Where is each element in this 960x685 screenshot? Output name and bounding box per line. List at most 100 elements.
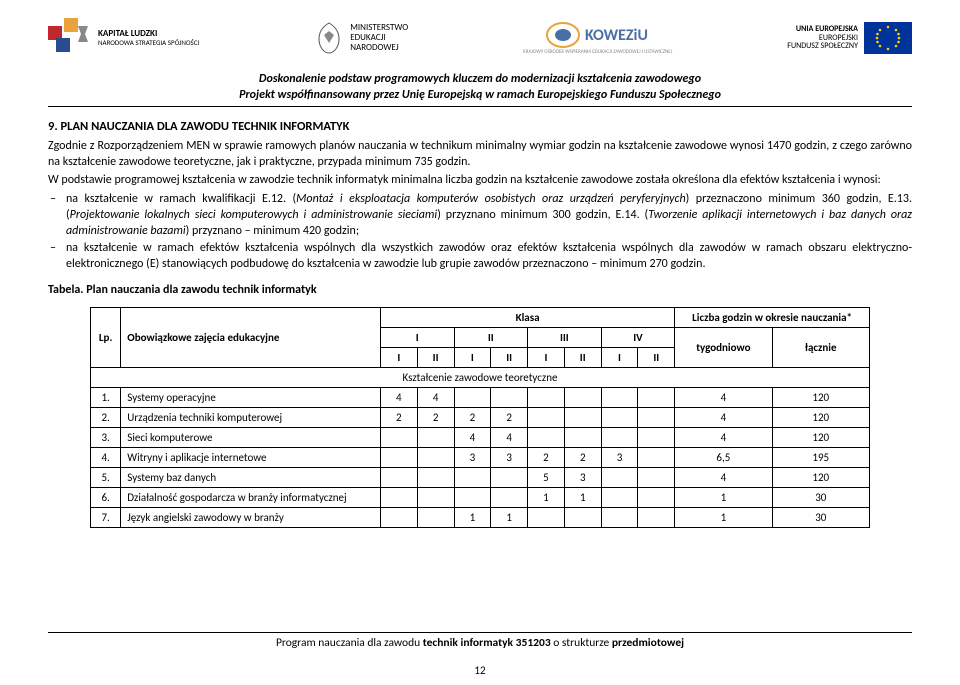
table-row: 1.Systemy operacyjne444120 [91,387,870,407]
cell-sem [601,507,638,527]
cell-sem [638,467,675,487]
cell-lac: 120 [772,387,869,407]
cell-sem [417,507,454,527]
cell-sem [454,487,491,507]
table-row: 6.Działalność gospodarcza w branży infor… [91,487,870,507]
footer-bold2: przedmiotowej [612,636,684,650]
curriculum-table: Lp. Obowiązkowe zajęcia edukacyjne Klasa… [90,307,870,528]
th-tygodniowo: tygodniowo [675,327,772,367]
footer-bold1: technik informatyk 351203 [423,636,551,650]
koweziu-text: KOWEZiU [585,26,648,45]
cell-sem [528,427,565,447]
cell-sem: 1 [454,507,491,527]
th-s1: I [380,347,417,367]
cell-sem [417,447,454,467]
cell-sem [564,427,601,447]
page-number: 12 [48,664,912,677]
cell-lp: 5. [91,467,121,487]
cell-sem: 5 [528,467,565,487]
cell-sem [380,487,417,507]
cell-sem [417,427,454,447]
footer-text-pre: Program nauczania dla zawodu [276,636,423,650]
cell-sem: 2 [528,447,565,467]
th-k1: I [380,327,454,347]
cell-sem [601,487,638,507]
th-liczba: Liczba godzin w okresie nauczania* [675,307,870,327]
cell-name: Witryny i aplikacje internetowe [121,447,381,467]
cell-sem: 2 [491,407,528,427]
kapital-ludzki-icon [48,18,92,58]
cell-tyg: 6,5 [675,447,772,467]
koweziu-icon: KOWEZiU [543,20,653,50]
cell-sem: 1 [528,487,565,507]
cell-tyg: 4 [675,407,772,427]
koweziu-subtitle: KRAJOWY OŚRODEK WSPIERANIA EDUKACJI ZAWO… [523,50,672,56]
cell-lac: 30 [772,507,869,527]
cell-lp: 3. [91,427,121,447]
cell-lp: 6. [91,487,121,507]
cell-sem [638,447,675,467]
cell-sem [528,387,565,407]
header-title-1: Doskonalenie podstaw programowych klucze… [48,72,912,86]
men-eagle-icon [314,21,344,55]
cell-lp: 7. [91,507,121,527]
cell-sem: 2 [454,407,491,427]
cell-sem [491,487,528,507]
th-s3: I [454,347,491,367]
cell-tyg: 4 [675,467,772,487]
cell-lac: 195 [772,447,869,467]
th-subject: Obowiązkowe zajęcia edukacyjne [121,307,381,367]
cell-sem: 4 [491,427,528,447]
cell-name: Urządzenia techniki komputerowej [121,407,381,427]
cell-sem [380,427,417,447]
cell-sem: 2 [417,407,454,427]
logo-row: KAPITAŁ LUDZKI NARODOWA STRATEGIA SPÓJNO… [48,10,912,66]
logo-eu: UNIA EUROPEJSKA EUROPEJSKI FUNDUSZ SPOŁE… [787,22,912,54]
th-klasa: Klasa [380,307,674,327]
table-row: 2.Urządzenia techniki komputerowej222241… [91,407,870,427]
bullet-list: na kształcenie w ramach kwalifikacji E.1… [48,191,912,273]
logo-men: MINISTERSTWO EDUKACJI NARODOWEJ [314,21,408,55]
th-k3: III [528,327,602,347]
eu-flag-icon [864,22,912,54]
cell-sem: 3 [564,467,601,487]
cell-sem: 4 [417,387,454,407]
cell-sem: 3 [601,447,638,467]
logo-koweziu: KOWEZiU KRAJOWY OŚRODEK WSPIERANIA EDUKA… [523,20,672,56]
bullet-2: na kształcenie w ramach efektów kształce… [66,240,912,272]
cell-sem [601,427,638,447]
cell-sem: 1 [564,487,601,507]
section-row-1: Kształcenie zawodowe teoretyczne [91,367,870,387]
cell-sem [491,467,528,487]
header-titles: Doskonalenie podstaw programowych klucze… [48,72,912,107]
th-k2: II [454,327,528,347]
cell-sem [380,467,417,487]
table-row: 5.Systemy baz danych 53 4120 [91,467,870,487]
cell-lp: 1. [91,387,121,407]
cell-name: Język angielski zawodowy w branży [121,507,381,527]
header-title-2: Projekt współfinansowany przez Unię Euro… [48,88,912,102]
cell-sem [417,467,454,487]
footer: Program nauczania dla zawodu technik inf… [48,632,912,677]
logo1-line2: NARODOWA STRATEGIA SPÓJNOŚCI [98,39,199,47]
cell-sem [528,507,565,527]
cell-lp: 2. [91,407,121,427]
cell-tyg: 1 [675,507,772,527]
logo4-line3: FUNDUSZ SPOŁECZNY [787,42,858,51]
cell-sem [564,407,601,427]
cell-sem [380,447,417,467]
section-row-1-label: Kształcenie zawodowe teoretyczne [91,367,870,387]
cell-lac: 120 [772,467,869,487]
cell-sem [638,387,675,407]
th-k4: IV [601,327,675,347]
table-row: 7.Język angielski zawodowy w branży11130 [91,507,870,527]
bullet-1-text: na kształcenie w ramach kwalifikacji E.1… [66,192,912,238]
cell-sem [638,507,675,527]
table-row: 3.Sieci komputerowe444120 [91,427,870,447]
para-1: Zgodnie z Rozporządzeniem MEN w sprawie … [48,138,912,170]
th-s2: II [417,347,454,367]
cell-sem: 4 [454,427,491,447]
cell-name: Systemy baz danych [121,467,381,487]
para-2: W podstawie programowej kształcenia w za… [48,172,912,188]
cell-sem: 2 [380,407,417,427]
